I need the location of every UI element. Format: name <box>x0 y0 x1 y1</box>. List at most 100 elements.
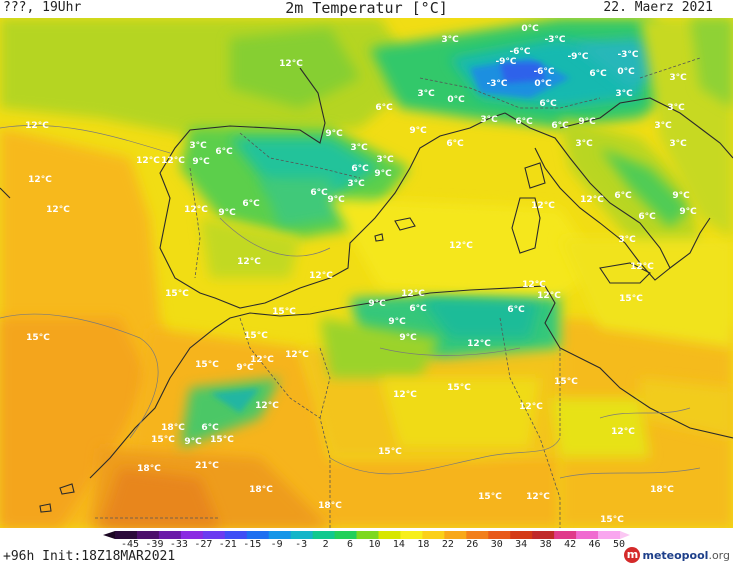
temperature-label: 3°C <box>667 103 685 113</box>
temperature-label: 9°C <box>399 333 417 343</box>
temperature-label: 12°C <box>279 59 303 69</box>
color-scale-tick: -27 <box>194 539 213 550</box>
temperature-label: 6°C <box>515 117 533 127</box>
temperature-label: 12°C <box>611 427 635 437</box>
temperature-label: 18°C <box>137 464 161 474</box>
temperature-label: 6°C <box>539 99 557 109</box>
temperature-label: 3°C <box>669 73 687 83</box>
color-scale-segment <box>246 531 270 539</box>
temperature-label: 15°C <box>619 294 643 304</box>
color-scale-tick: 14 <box>392 539 405 550</box>
logo-tld: .org <box>708 548 730 562</box>
temperature-label: 15°C <box>478 492 502 502</box>
temperature-label: 6°C <box>551 121 569 131</box>
color-scale-segment <box>554 531 577 539</box>
temperature-label: 9°C <box>388 317 406 327</box>
temperature-label: 3°C <box>189 141 207 151</box>
color-scale-tick: -9 <box>270 539 283 550</box>
map-footer: -45 -39 -33 -27 -21 -15 -9 -3 2 6 10 14 18 22 26 30 34 38… <box>0 528 733 566</box>
temperature-label: 15°C <box>210 435 234 445</box>
temperature-label: 12°C <box>526 492 550 502</box>
color-scale-ticks: -45 -39 -33 -27 -21 -15 -9 -3 2 6 10 14 18 22 26 30 34 38… <box>0 539 733 553</box>
temperature-label: 3°C <box>618 235 636 245</box>
color-scale-segment <box>356 531 379 539</box>
temperature-label: 6°C <box>242 199 260 209</box>
temperature-label: 12°C <box>250 355 274 365</box>
temperature-label: -9°C <box>567 52 588 62</box>
temperature-label: 6°C <box>375 103 393 113</box>
color-scale-tick: 38 <box>539 539 552 550</box>
color-scale-tick: -3 <box>295 539 308 550</box>
temperature-label: 9°C <box>679 207 697 217</box>
color-scale-segment <box>136 531 160 539</box>
color-scale-segment <box>115 531 138 539</box>
color-scale-segment <box>268 531 292 539</box>
temperature-label: -6°C <box>533 67 554 77</box>
color-scale-segment <box>180 531 204 539</box>
temperature-label: 3°C <box>480 115 498 125</box>
temperature-label: 18°C <box>650 485 674 495</box>
temperature-label: -6°C <box>509 47 530 57</box>
forecast-time-label: ???, 19Uhr <box>3 0 82 15</box>
color-scale-segment <box>158 531 182 539</box>
temperature-label: 0°C <box>617 67 635 77</box>
temperature-label: -3°C <box>544 35 565 45</box>
temperature-label: 21°C <box>195 461 219 471</box>
color-scale-segment <box>224 531 248 539</box>
color-scale-tick: 26 <box>466 539 479 550</box>
color-scale-segment <box>334 531 358 539</box>
color-scale-tick: 6 <box>347 539 354 550</box>
temperature-label: 9°C <box>327 195 345 205</box>
temperature-label: 9°C <box>368 299 386 309</box>
temperature-label: 3°C <box>575 139 593 149</box>
color-scale-bar <box>103 531 630 539</box>
color-scale-tick: 10 <box>368 539 381 550</box>
temperature-label: 12°C <box>255 401 279 411</box>
temperature-label: 6°C <box>507 305 525 315</box>
temperature-label: 12°C <box>161 156 185 166</box>
color-scale-segment <box>598 531 621 539</box>
temperature-label: 18°C <box>249 485 273 495</box>
temperature-label: 15°C <box>244 331 268 341</box>
temperature-label: 15°C <box>165 289 189 299</box>
color-scale-segment <box>202 531 226 539</box>
color-scale-tick: -33 <box>169 539 188 550</box>
color-scale-segment <box>576 531 599 539</box>
temperature-label: 3°C <box>615 89 633 99</box>
temperature-label: 15°C <box>195 360 219 370</box>
temperature-label: 9°C <box>184 437 202 447</box>
coastlines <box>0 67 733 513</box>
temperature-label: 12°C <box>46 205 70 215</box>
temperature-map[interactable]: 0°C -3°C 3°C -6°C -9°C -6°C -9°C -3°C 6°C 0°C 3°C -… <box>0 18 733 528</box>
meteopool-logo[interactable]: m meteopool .org <box>624 545 730 565</box>
temperature-label: 3°C <box>669 139 687 149</box>
color-scale-tick: -39 <box>145 539 164 550</box>
temperature-label: 12°C <box>136 156 160 166</box>
temperature-label: 12°C <box>237 257 261 267</box>
temperature-label: 12°C <box>531 201 555 211</box>
isotherm-contours <box>0 125 701 479</box>
temperature-label: 3°C <box>417 89 435 99</box>
color-scale-tick: 42 <box>564 539 577 550</box>
temperature-label: 12°C <box>537 291 561 301</box>
color-scale-tick: -45 <box>120 539 140 550</box>
temperature-label: 12°C <box>184 205 208 215</box>
temperature-label: -3°C <box>486 79 507 89</box>
temperature-label: 12°C <box>285 350 309 360</box>
color-scale-tick: 30 <box>490 539 503 550</box>
temperature-label: 12°C <box>449 241 473 251</box>
temperature-label: 9°C <box>325 129 343 139</box>
temperature-label: 12°C <box>25 121 49 131</box>
map-title: 2m Temperatur [°C] <box>285 0 448 17</box>
temperature-labels: 0°C-3°C3°C-6°C-9°C-6°C-9°C -3°C6°C 0°C3°C-… <box>25 24 697 525</box>
color-scale-tick: -15 <box>243 539 262 550</box>
temperature-label: 6°C <box>215 147 233 157</box>
logo-name: meteopool <box>642 548 709 562</box>
temperature-label: 6°C <box>638 212 656 222</box>
temperature-label: 12°C <box>393 390 417 400</box>
color-scale-segment <box>422 531 445 539</box>
color-scale-segment <box>532 531 555 539</box>
temperature-label: 0°C <box>521 24 539 34</box>
temperature-label: 15°C <box>554 377 578 387</box>
